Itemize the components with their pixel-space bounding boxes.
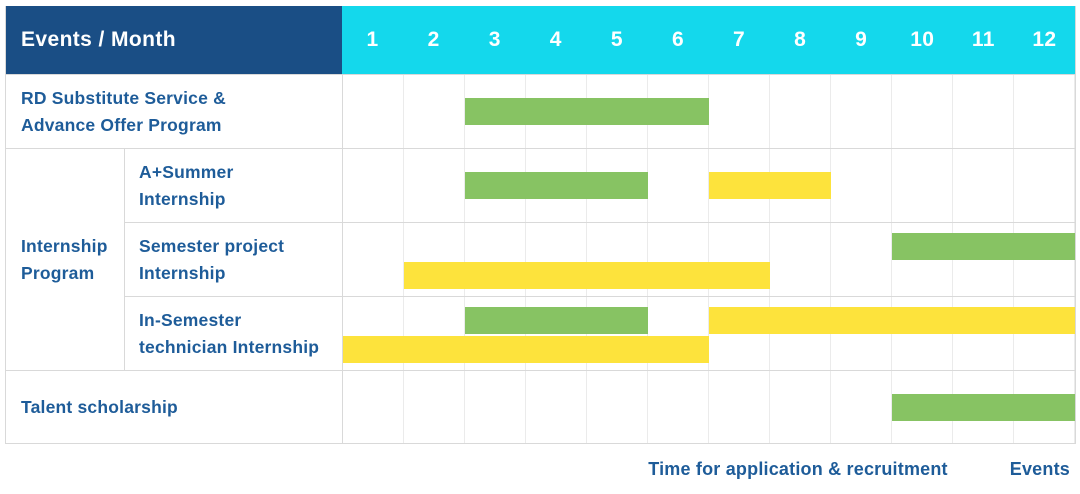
month-header-cell: 3 [488, 28, 501, 51]
group-label-internship-program: Internship Program [6, 148, 124, 370]
legend-label: Events [1009, 458, 1070, 479]
gantt-row-in-semester-technician [342, 296, 1075, 370]
month-header-cell: 8 [794, 28, 807, 51]
gantt-bar-green [465, 172, 648, 199]
row-label-rd-substitute: RD Substitute Service & Advance Offer Pr… [6, 74, 342, 148]
yellow-swatch-icon [972, 456, 999, 483]
month-header-cell: 1 [366, 28, 379, 51]
gantt-row-talent-scholarship [342, 370, 1075, 443]
legend-label: Time for application & recruitment [648, 458, 948, 479]
legend-item-application-recruitment: Time for application & recruitment [610, 456, 948, 483]
gantt-row-semester-project [342, 222, 1075, 296]
month-header-cell: 11 [971, 28, 995, 51]
gantt-row-rd-substitute [342, 74, 1075, 148]
gantt-bar-green [465, 307, 648, 334]
green-swatch-icon [610, 456, 637, 483]
gantt-bar-yellow [404, 262, 770, 289]
row-label-a-plus-summer: A+Summer Internship [124, 148, 342, 222]
gantt-bar-yellow [343, 336, 709, 363]
row-label-semester-project: Semester project Internship [124, 222, 342, 296]
table-header-title: Events / Month [6, 6, 342, 74]
month-header-cell: 5 [610, 28, 623, 51]
events-month-table: Events / Month 1 2 3 4 5 6 7 8 9 10 11 12 RD Substi… [5, 6, 1076, 444]
gantt-bar-green [892, 394, 1075, 421]
month-header-cell: 7 [733, 28, 745, 51]
row-label-talent-scholarship: Talent scholarship [6, 370, 342, 443]
month-header-cell: 10 [910, 28, 935, 51]
gantt-bar-green [892, 233, 1075, 260]
month-header-cell: 12 [1032, 28, 1057, 51]
month-header-cell: 9 [855, 28, 868, 51]
month-header-cell: 6 [671, 28, 684, 51]
legend-item-events: Events [972, 456, 1070, 483]
gantt-bar-yellow [709, 172, 831, 199]
month-header-cell: 2 [427, 28, 440, 51]
month-header-row: 1 2 3 4 5 6 7 8 9 10 11 12 [342, 6, 1075, 74]
legend: Time for application & recruitment Event… [0, 448, 1070, 490]
month-header-cell: 4 [549, 28, 562, 51]
row-label-in-semester-technician: In-Semester technician Internship [124, 296, 342, 370]
gantt-bar-green [465, 98, 709, 125]
gantt-bar-yellow [709, 307, 1075, 334]
gantt-row-a-plus-summer [342, 148, 1075, 222]
